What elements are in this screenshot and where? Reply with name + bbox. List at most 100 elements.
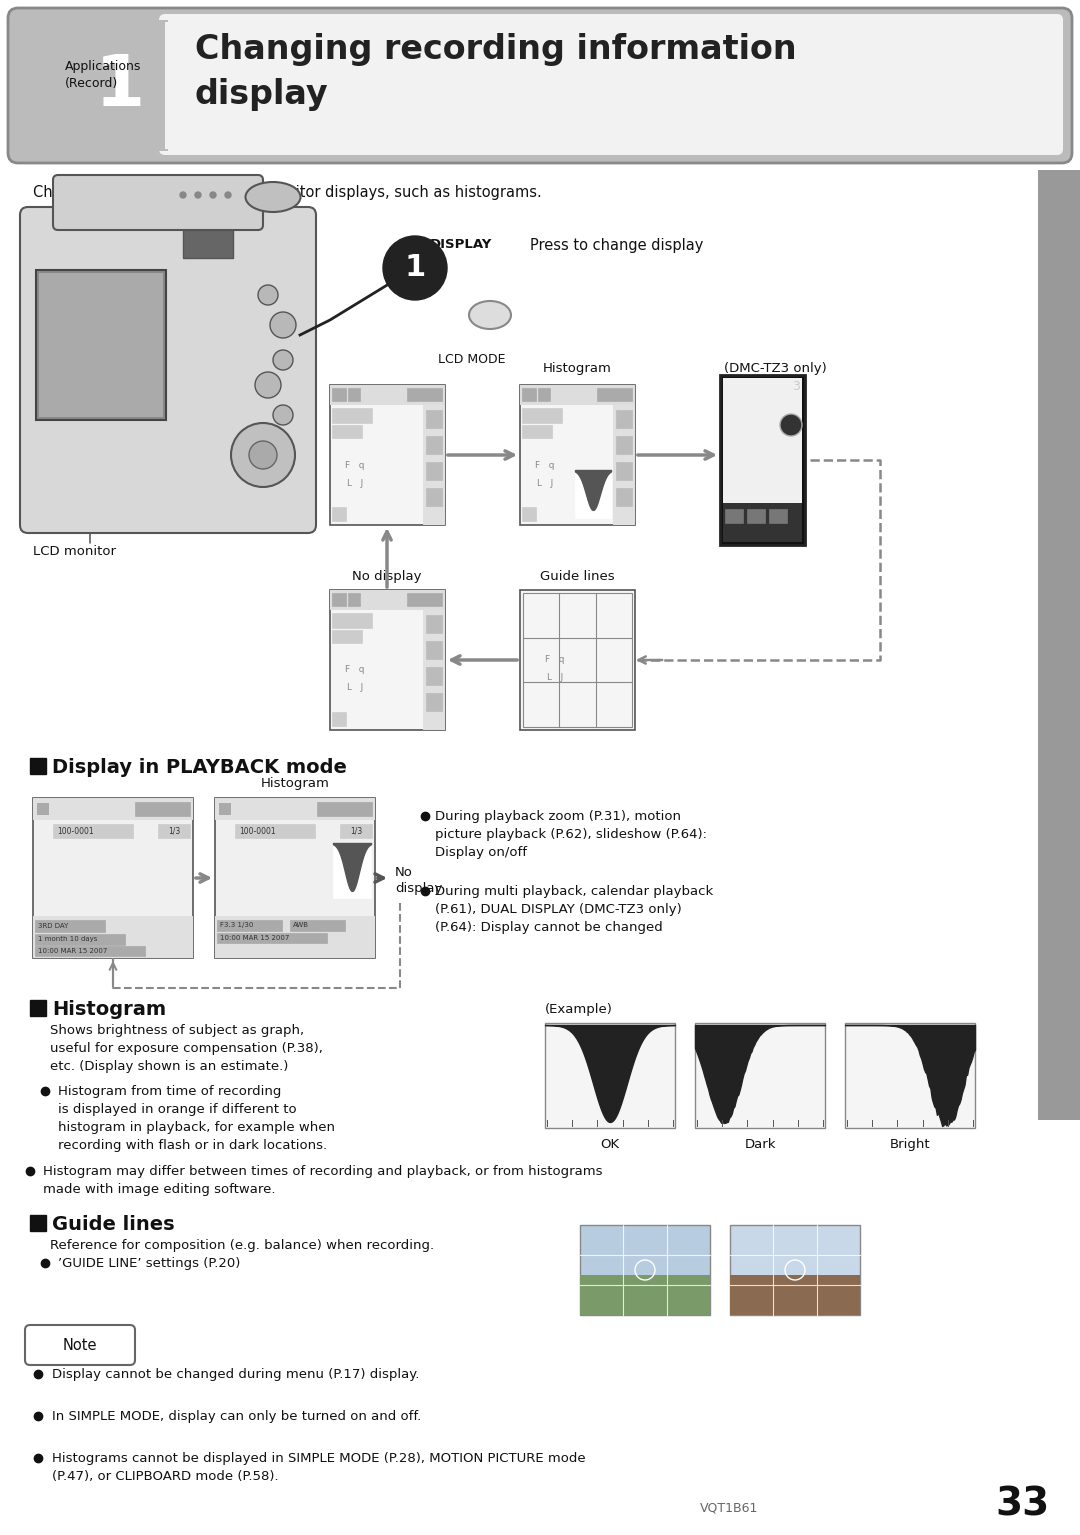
Bar — [522, 388, 536, 401]
Bar — [35, 933, 125, 946]
Bar — [426, 436, 442, 454]
Bar — [616, 488, 632, 507]
Circle shape — [210, 192, 216, 198]
Bar — [330, 385, 445, 405]
Bar — [730, 1274, 860, 1315]
Bar — [723, 378, 802, 503]
Text: 1: 1 — [95, 52, 145, 121]
Bar — [30, 999, 46, 1016]
Bar — [332, 408, 372, 424]
Text: No display: No display — [352, 569, 422, 583]
Bar — [769, 510, 787, 523]
Bar — [235, 824, 315, 838]
Bar — [21, 20, 168, 150]
Circle shape — [195, 192, 201, 198]
Bar — [580, 1225, 710, 1315]
Text: In SIMPLE MODE, display can only be turned on and off.: In SIMPLE MODE, display can only be turn… — [52, 1411, 421, 1423]
FancyBboxPatch shape — [53, 175, 264, 230]
Text: 1/3: 1/3 — [350, 826, 362, 835]
Text: DISPLAY: DISPLAY — [430, 238, 492, 252]
Bar — [217, 933, 327, 942]
Bar — [720, 375, 805, 545]
Text: Note: Note — [63, 1337, 97, 1352]
Bar — [407, 388, 442, 401]
Bar — [332, 612, 372, 628]
Bar — [613, 405, 635, 525]
Text: Histogram may differ between times of recording and playback, or from histograms: Histogram may differ between times of re… — [43, 1165, 603, 1196]
Bar — [747, 510, 765, 523]
Bar — [340, 824, 372, 838]
Text: 3: 3 — [792, 381, 800, 393]
Text: F   q: F q — [545, 655, 565, 665]
Circle shape — [273, 405, 293, 425]
Text: L   J: L J — [537, 479, 553, 488]
Circle shape — [225, 192, 231, 198]
Text: Histogram: Histogram — [260, 777, 329, 791]
Bar — [696, 1022, 825, 1128]
Bar — [135, 801, 190, 817]
Bar — [1038, 170, 1080, 1121]
Bar — [575, 470, 611, 517]
Text: Display cannot be changed during menu (P.17) display.: Display cannot be changed during menu (P… — [52, 1368, 419, 1382]
Bar — [219, 803, 231, 815]
Bar — [330, 589, 445, 731]
Text: 10:00 MAR 15 2007: 10:00 MAR 15 2007 — [220, 935, 289, 941]
Bar — [330, 385, 445, 525]
Bar — [723, 503, 802, 542]
Text: 1/3: 1/3 — [167, 826, 180, 835]
Bar — [348, 593, 360, 606]
Circle shape — [780, 414, 802, 436]
Bar — [33, 798, 193, 958]
Text: F3.3 1/30: F3.3 1/30 — [220, 923, 254, 929]
Bar — [725, 510, 743, 523]
Bar — [332, 593, 346, 606]
Bar — [616, 436, 632, 454]
Bar — [523, 593, 632, 728]
Text: 100-0001: 100-0001 — [239, 826, 275, 835]
Bar — [519, 385, 635, 405]
Bar — [597, 388, 632, 401]
Circle shape — [273, 350, 293, 370]
Bar — [522, 507, 536, 520]
Circle shape — [270, 312, 296, 338]
Bar — [35, 946, 145, 956]
Text: Guide lines: Guide lines — [52, 1216, 175, 1234]
Text: Change between different LCD monitor displays, such as histograms.: Change between different LCD monitor dis… — [33, 186, 542, 200]
Text: OK: OK — [600, 1137, 620, 1151]
Text: Histogram: Histogram — [52, 999, 166, 1019]
Text: During multi playback, calendar playback
(P.61), DUAL DISPLAY (DMC-TZ3 only)
(P.: During multi playback, calendar playback… — [435, 886, 713, 933]
Ellipse shape — [245, 183, 300, 212]
Ellipse shape — [469, 301, 511, 328]
Bar — [332, 388, 346, 401]
Bar — [519, 589, 635, 731]
Bar — [426, 642, 442, 659]
Text: Bright: Bright — [890, 1137, 930, 1151]
Text: F   q: F q — [346, 666, 365, 674]
Text: L   J: L J — [347, 479, 363, 488]
Text: ’GUIDE LINE’ settings (P.20): ’GUIDE LINE’ settings (P.20) — [58, 1257, 241, 1269]
Text: 100-0001: 100-0001 — [57, 826, 94, 835]
Text: Histogram from time of recording
is displayed in orange if different to
histogra: Histogram from time of recording is disp… — [58, 1085, 335, 1151]
Circle shape — [231, 424, 295, 487]
Bar — [36, 270, 166, 421]
Bar — [522, 425, 552, 437]
Bar — [522, 408, 562, 424]
Bar — [37, 803, 49, 815]
Text: (DMC-TZ3 only): (DMC-TZ3 only) — [724, 362, 826, 375]
Circle shape — [255, 371, 281, 398]
Text: Reference for composition (e.g. balance) when recording.: Reference for composition (e.g. balance)… — [50, 1239, 434, 1253]
Bar — [330, 589, 445, 609]
Text: L   J: L J — [546, 674, 563, 683]
Text: 3RD DAY: 3RD DAY — [38, 923, 68, 929]
Bar — [215, 798, 375, 820]
Text: Shows brightness of subject as graph,
useful for exposure compensation (P.38),
e: Shows brightness of subject as graph, us… — [50, 1024, 323, 1073]
FancyBboxPatch shape — [8, 8, 1072, 163]
FancyBboxPatch shape — [25, 1325, 135, 1365]
Text: 1: 1 — [404, 253, 426, 282]
Text: Guide lines: Guide lines — [540, 569, 615, 583]
Bar — [426, 488, 442, 507]
Bar — [332, 425, 362, 437]
Bar — [426, 616, 442, 632]
Bar — [616, 410, 632, 428]
Circle shape — [249, 441, 276, 470]
